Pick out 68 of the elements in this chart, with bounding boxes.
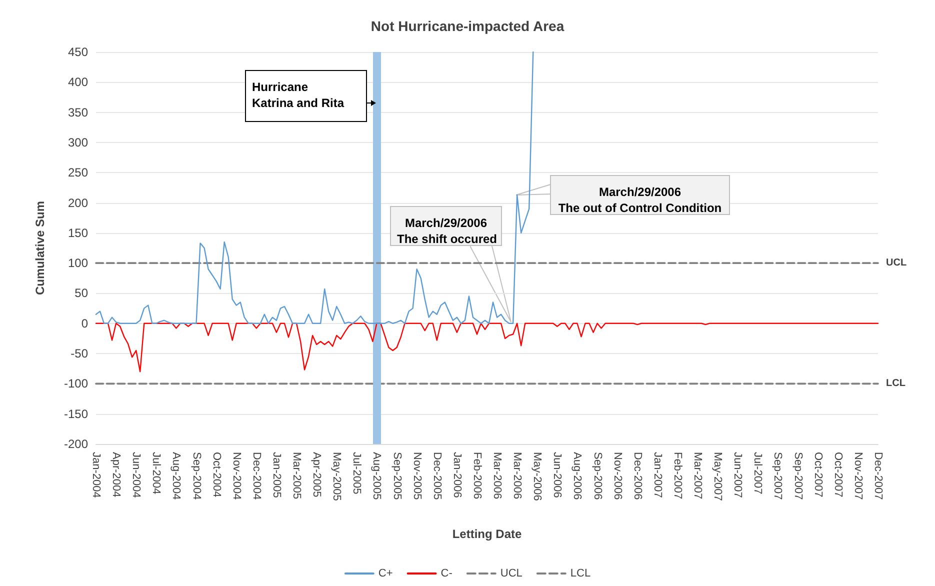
x-tick-label: Sep-2004 bbox=[190, 452, 202, 500]
legend-label: C+ bbox=[378, 568, 393, 580]
x-tick-label: May-2005 bbox=[330, 452, 343, 501]
line-series bbox=[95, 51, 534, 324]
text: LCL bbox=[886, 378, 906, 390]
x-tick-label: Apr-2004 bbox=[110, 452, 122, 498]
x-axis-title: Letting Date bbox=[452, 527, 522, 541]
y-tick-label: 400 bbox=[68, 75, 88, 90]
y-tick-label: -200 bbox=[64, 437, 88, 451]
x-tick-label: Jul-2007 bbox=[752, 452, 764, 494]
x-tick-label: Nov-2004 bbox=[230, 452, 242, 500]
x-tick-label: Jan-2006 bbox=[450, 452, 463, 498]
x-tick-label: Apr-2005 bbox=[310, 452, 323, 498]
y-tick-label: 250 bbox=[68, 166, 88, 180]
x-tick-label: Oct-2007 bbox=[832, 452, 844, 498]
chart-title: Not Hurricane-impacted Area bbox=[370, 18, 564, 34]
x-tick-label: Dec-2004 bbox=[250, 452, 262, 500]
x-tick-label: Aug-2004 bbox=[170, 452, 182, 500]
x-tick-label: Jan-2004 bbox=[90, 452, 102, 498]
x-tick-label: Nov-2006 bbox=[611, 452, 624, 500]
x-tick-label: Jan-2005 bbox=[270, 452, 282, 498]
x-tick-label: Aug-2006 bbox=[571, 452, 584, 500]
x-tick-label: Mar-2006 bbox=[491, 452, 504, 500]
x-tick-label: Dec-2006 bbox=[631, 452, 644, 500]
x-tick-label: Feb-2007 bbox=[671, 452, 684, 500]
x-tick-label: May-2007 bbox=[712, 452, 724, 501]
x-tick-label: Sep-2006 bbox=[591, 452, 604, 500]
legend-label: LCL bbox=[570, 568, 591, 580]
x-tick-label: Mar-2005 bbox=[290, 452, 303, 500]
x-tick-label: Oct-2004 bbox=[210, 452, 222, 498]
y-tick-label: 350 bbox=[68, 105, 88, 120]
x-tick-label: Jun-2006 bbox=[551, 452, 564, 498]
annotation: March/29/2006 The out of Control Condition bbox=[550, 175, 730, 215]
annotation: March/29/2006 The shift occured bbox=[390, 206, 502, 246]
x-tick-label: Sep-2005 bbox=[390, 452, 403, 500]
y-axis-title: Cumulative Sum bbox=[33, 200, 47, 296]
legend-label: C- bbox=[440, 568, 453, 580]
x-tick-label: Mar-2006 bbox=[511, 452, 524, 500]
y-tick-label: -50 bbox=[70, 346, 88, 361]
y-tick-label: 150 bbox=[68, 226, 88, 240]
y-tick-label: 100 bbox=[68, 256, 88, 270]
x-tick-label: Sep-2007 bbox=[792, 452, 804, 500]
y-tick-label: 300 bbox=[68, 135, 88, 150]
legend-label: UCL bbox=[500, 568, 522, 580]
x-tick-label: Oct-2007 bbox=[812, 452, 824, 498]
x-tick-label: Nov-2005 bbox=[410, 452, 423, 500]
x-tick-label: Aug-2005 bbox=[370, 452, 383, 500]
annotation: Hurricane Katrina and Rita bbox=[245, 70, 367, 122]
y-tick-label: 450 bbox=[68, 45, 88, 59]
x-tick-label: Nov-2007 bbox=[852, 452, 864, 500]
x-tick-label: Dec-2007 bbox=[872, 452, 884, 500]
x-tick-label: Jun-2007 bbox=[732, 452, 744, 498]
y-tick-label: 0 bbox=[81, 316, 88, 330]
text: UCL bbox=[886, 258, 907, 269]
x-tick-label: Jan-2007 bbox=[651, 452, 664, 498]
y-tick-label: 200 bbox=[68, 196, 88, 210]
x-tick-label: Mar-2007 bbox=[692, 452, 704, 500]
x-tick-label: Jul-2005 bbox=[350, 452, 363, 494]
x-tick-label: Feb-2006 bbox=[470, 452, 483, 500]
y-tick-label: 50 bbox=[74, 286, 88, 300]
x-tick-label: Jun-2004 bbox=[130, 452, 142, 498]
x-tick-label: Sep-2007 bbox=[772, 452, 784, 500]
y-tick-label: -100 bbox=[64, 376, 88, 391]
y-tick-label: -150 bbox=[64, 406, 88, 421]
x-tick-label: Jul-2004 bbox=[150, 452, 162, 494]
x-tick-label: May-2006 bbox=[531, 452, 544, 501]
line-series bbox=[95, 322, 879, 372]
x-tick-label: Dec-2005 bbox=[430, 452, 443, 500]
